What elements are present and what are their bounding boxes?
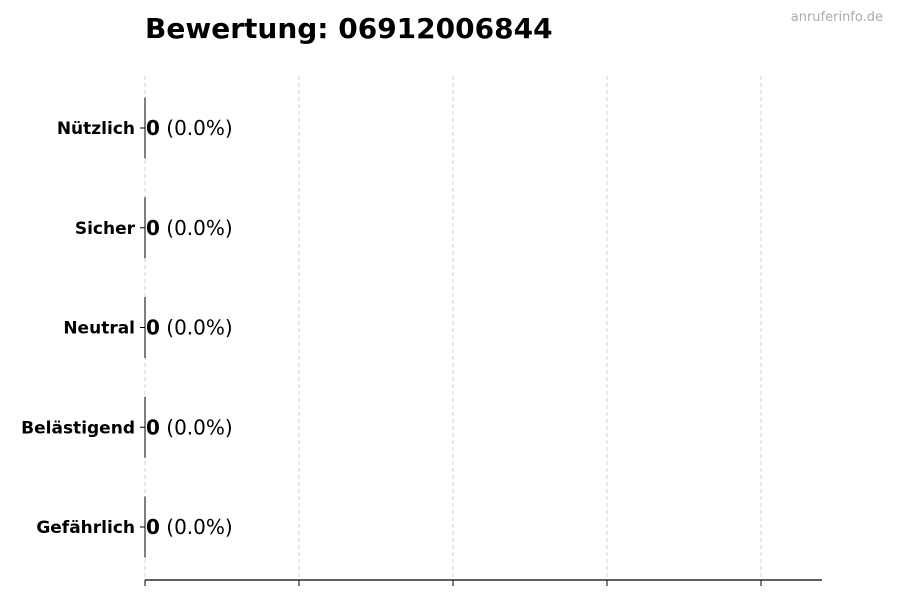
y-tick-label: Gefährlich bbox=[36, 518, 135, 538]
watermark: anruferinfo.de bbox=[790, 10, 883, 25]
y-tick-label: Belästigend bbox=[21, 418, 135, 438]
data-label: 0 (0.0%) bbox=[146, 515, 233, 539]
data-label: 0 (0.0%) bbox=[146, 316, 233, 340]
data-label: 0 (0.0%) bbox=[146, 415, 233, 439]
data-label: 0 (0.0%) bbox=[146, 216, 233, 240]
data-label: 0 (0.0%) bbox=[146, 116, 233, 140]
chart-title: Bewertung: 06912006844 bbox=[145, 12, 553, 45]
y-tick-label: Nützlich bbox=[57, 119, 135, 139]
y-tick-label: Sicher bbox=[75, 219, 136, 239]
y-tick-label: Neutral bbox=[63, 319, 135, 339]
